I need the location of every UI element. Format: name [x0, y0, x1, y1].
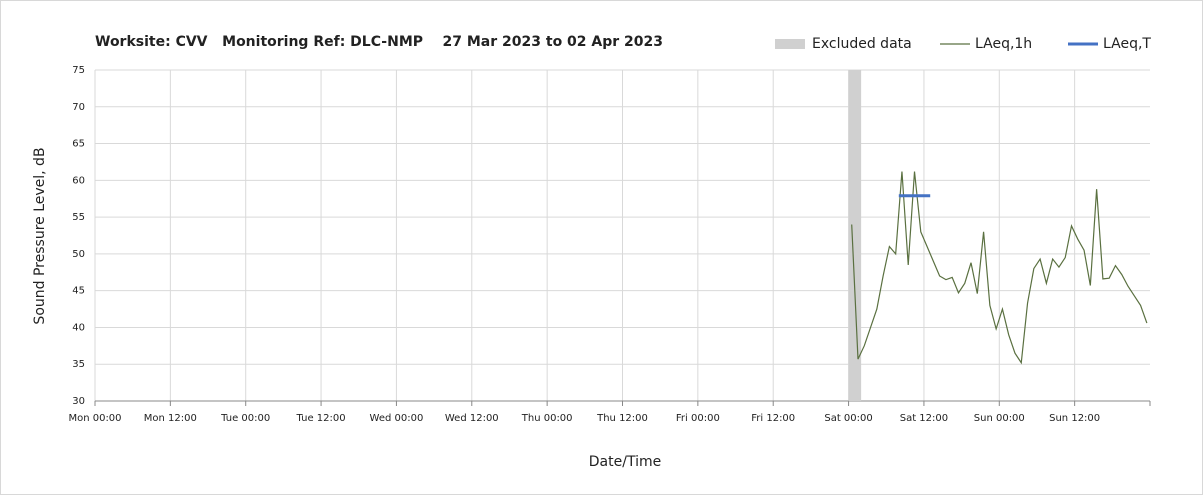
x-tick-label: Mon 00:00 — [68, 413, 121, 424]
x-tick-label: Mon 12:00 — [144, 413, 197, 424]
x-tick-label: Sun 00:00 — [974, 413, 1025, 424]
y-tick-label: 70 — [72, 102, 85, 113]
x-axis-label: Date/Time — [589, 454, 661, 470]
chart-title: Worksite: CVV Monitoring Ref: DLC-NMP 27… — [95, 34, 663, 50]
x-tick-label: Fri 00:00 — [676, 413, 720, 424]
x-tick-label: Wed 00:00 — [370, 413, 424, 424]
x-tick-label: Thu 00:00 — [521, 413, 573, 424]
legend-swatch — [775, 39, 805, 49]
legend-label: Excluded data — [812, 36, 912, 52]
x-tick-label: Thu 12:00 — [596, 413, 648, 424]
x-tick-label: Fri 12:00 — [751, 413, 795, 424]
excluded-band — [848, 70, 862, 401]
legend-label: LAeq,1h — [975, 36, 1032, 52]
y-tick-label: 65 — [72, 139, 85, 150]
series-line — [851, 171, 1148, 365]
y-tick-label: 45 — [72, 286, 85, 297]
y-tick-label: 75 — [72, 65, 85, 76]
x-tick-label: Tue 12:00 — [296, 413, 346, 424]
y-tick-label: 30 — [72, 396, 85, 407]
x-tick-label: Sat 00:00 — [824, 413, 872, 424]
legend-label: LAeq,T — [1103, 36, 1151, 52]
y-tick-label: 50 — [72, 249, 85, 260]
y-tick-label: 55 — [72, 212, 85, 223]
y-axis-label: Sound Pressure Level, dB — [32, 147, 48, 324]
y-tick-label: 35 — [72, 359, 85, 370]
x-tick-label: Sun 12:00 — [1049, 413, 1100, 424]
y-tick-label: 40 — [72, 322, 85, 333]
x-tick-label: Tue 00:00 — [220, 413, 270, 424]
y-tick-label: 60 — [72, 175, 85, 186]
x-tick-label: Wed 12:00 — [445, 413, 499, 424]
x-tick-label: Sat 12:00 — [900, 413, 948, 424]
